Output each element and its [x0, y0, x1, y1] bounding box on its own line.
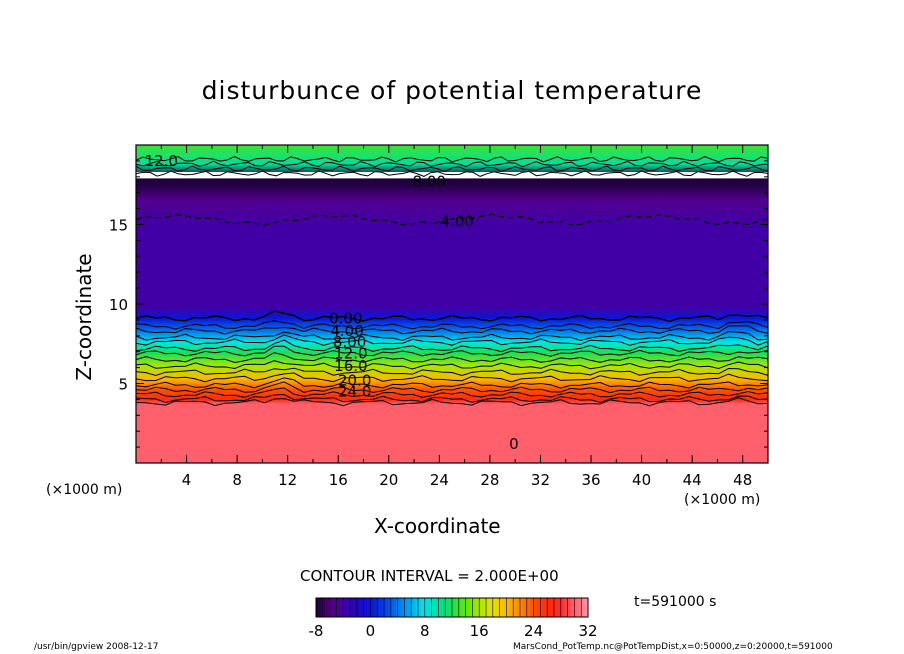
contour-line-top: [135, 170, 769, 177]
contour-line: [135, 397, 769, 407]
colorbar-tick-label: 0: [366, 622, 376, 640]
y-tick-label: 5: [118, 376, 128, 394]
x-tick-label: 28: [480, 471, 499, 489]
contour-label: 24.0: [338, 382, 371, 400]
contour-labels: 0.004.008.0012.016.020.024.0-4.008.0012.…: [145, 152, 519, 453]
contour-label: 20.0: [338, 371, 371, 389]
contour-line: [135, 352, 769, 364]
contour-label: 4.00: [330, 322, 363, 340]
contour-lines: [135, 155, 769, 407]
contour-line: [135, 372, 769, 383]
x-tick-label: 12: [278, 471, 297, 489]
footer-left: /usr/bin/gpview 2008-12-17: [34, 642, 159, 652]
contour-line: [135, 345, 769, 357]
contour-line: [135, 325, 769, 335]
x-axis-label: X-coordinate: [374, 514, 501, 538]
contour-line: [135, 377, 769, 389]
contour-line: [135, 360, 769, 370]
contour-label: 8.00: [413, 173, 446, 191]
contour-label: 16.0: [334, 357, 367, 375]
y-tick-label: 10: [109, 296, 128, 314]
contour-line-top: [135, 160, 769, 168]
contour-line-top: [135, 155, 769, 163]
contour-label: 12.0: [334, 344, 367, 362]
x-tick-label: 48: [733, 471, 752, 489]
contour-label: -4.00: [435, 212, 474, 230]
colorbar: -8 0 8 16 24 32: [309, 597, 598, 640]
time-label: t=591000 s: [634, 594, 717, 610]
colorbar-tick-label: 24: [524, 622, 543, 640]
x-tick-label: 20: [379, 471, 398, 489]
colorbar-tick-label: 8: [420, 622, 430, 640]
contour-line: [135, 334, 769, 346]
x-tick-label: 8: [232, 471, 242, 489]
footer-right: MarsCond_PotTemp.nc@PotTempDist,x=0:5000…: [513, 642, 833, 652]
y-tick-label: 15: [109, 217, 128, 235]
contour-line: [135, 381, 769, 394]
contour-line-negative: [135, 213, 769, 226]
x-tick-label: 44: [683, 471, 702, 489]
contour-label: 12.0: [145, 152, 178, 170]
field-gap-band: [136, 172, 768, 179]
x-tick-label: 24: [430, 471, 449, 489]
contour-label: 0.00: [329, 309, 362, 327]
contour-line-top: [135, 165, 769, 173]
x-tick-label: 16: [329, 471, 348, 489]
field-fill: [136, 145, 768, 463]
x-unit-label-left: (×1000 m): [46, 482, 123, 498]
contour-label: 8.00: [333, 333, 366, 351]
contour-line: [135, 320, 769, 330]
x-tick-label: 36: [581, 471, 600, 489]
contour-line: [135, 310, 769, 323]
colorbar-tick-label: -8: [309, 622, 324, 640]
contour-label: 0: [509, 435, 519, 453]
x-tick-label: 32: [531, 471, 550, 489]
contour-line: [135, 339, 769, 353]
chart-title: disturbunce of potential temperature: [201, 76, 703, 105]
contour-line: [135, 331, 769, 341]
contour-line: [135, 387, 769, 398]
colorbar-tick-label: 32: [578, 622, 597, 640]
contour-interval: CONTOUR INTERVAL = 2.000E+00: [300, 567, 559, 585]
plot-area: [136, 145, 768, 463]
contour-line: [135, 393, 769, 404]
x-unit-label-right: (×1000 m): [684, 492, 761, 508]
x-tick-label: 40: [632, 471, 651, 489]
contour-line: [135, 367, 769, 377]
x-tick-label: 4: [182, 471, 192, 489]
y-axis-label: Z-coordinate: [72, 253, 96, 381]
colorbar-tick-label: 16: [470, 622, 489, 640]
